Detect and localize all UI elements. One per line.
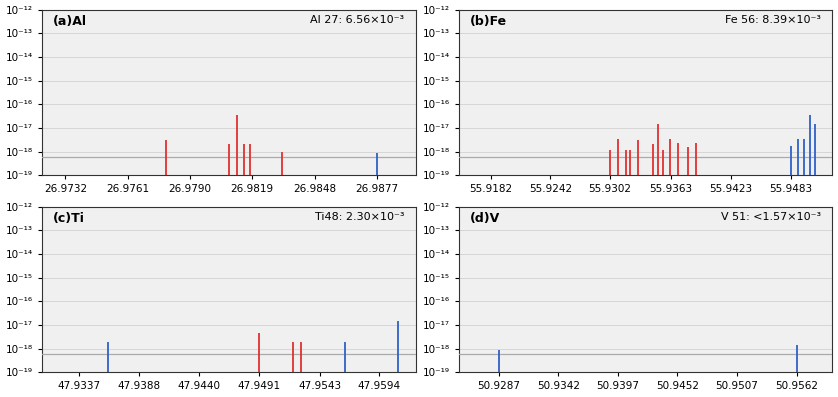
- Text: (a)Al: (a)Al: [53, 15, 87, 27]
- Text: V 51: <1.57×10⁻³: V 51: <1.57×10⁻³: [722, 212, 821, 222]
- Text: Al 27: 6.56×10⁻³: Al 27: 6.56×10⁻³: [310, 15, 404, 25]
- Text: (b)Fe: (b)Fe: [470, 15, 507, 27]
- Text: (d)V: (d)V: [470, 212, 500, 225]
- Text: Ti48: 2.30×10⁻³: Ti48: 2.30×10⁻³: [315, 212, 404, 222]
- Text: Fe 56: 8.39×10⁻³: Fe 56: 8.39×10⁻³: [725, 15, 821, 25]
- Text: (c)Ti: (c)Ti: [53, 212, 85, 225]
